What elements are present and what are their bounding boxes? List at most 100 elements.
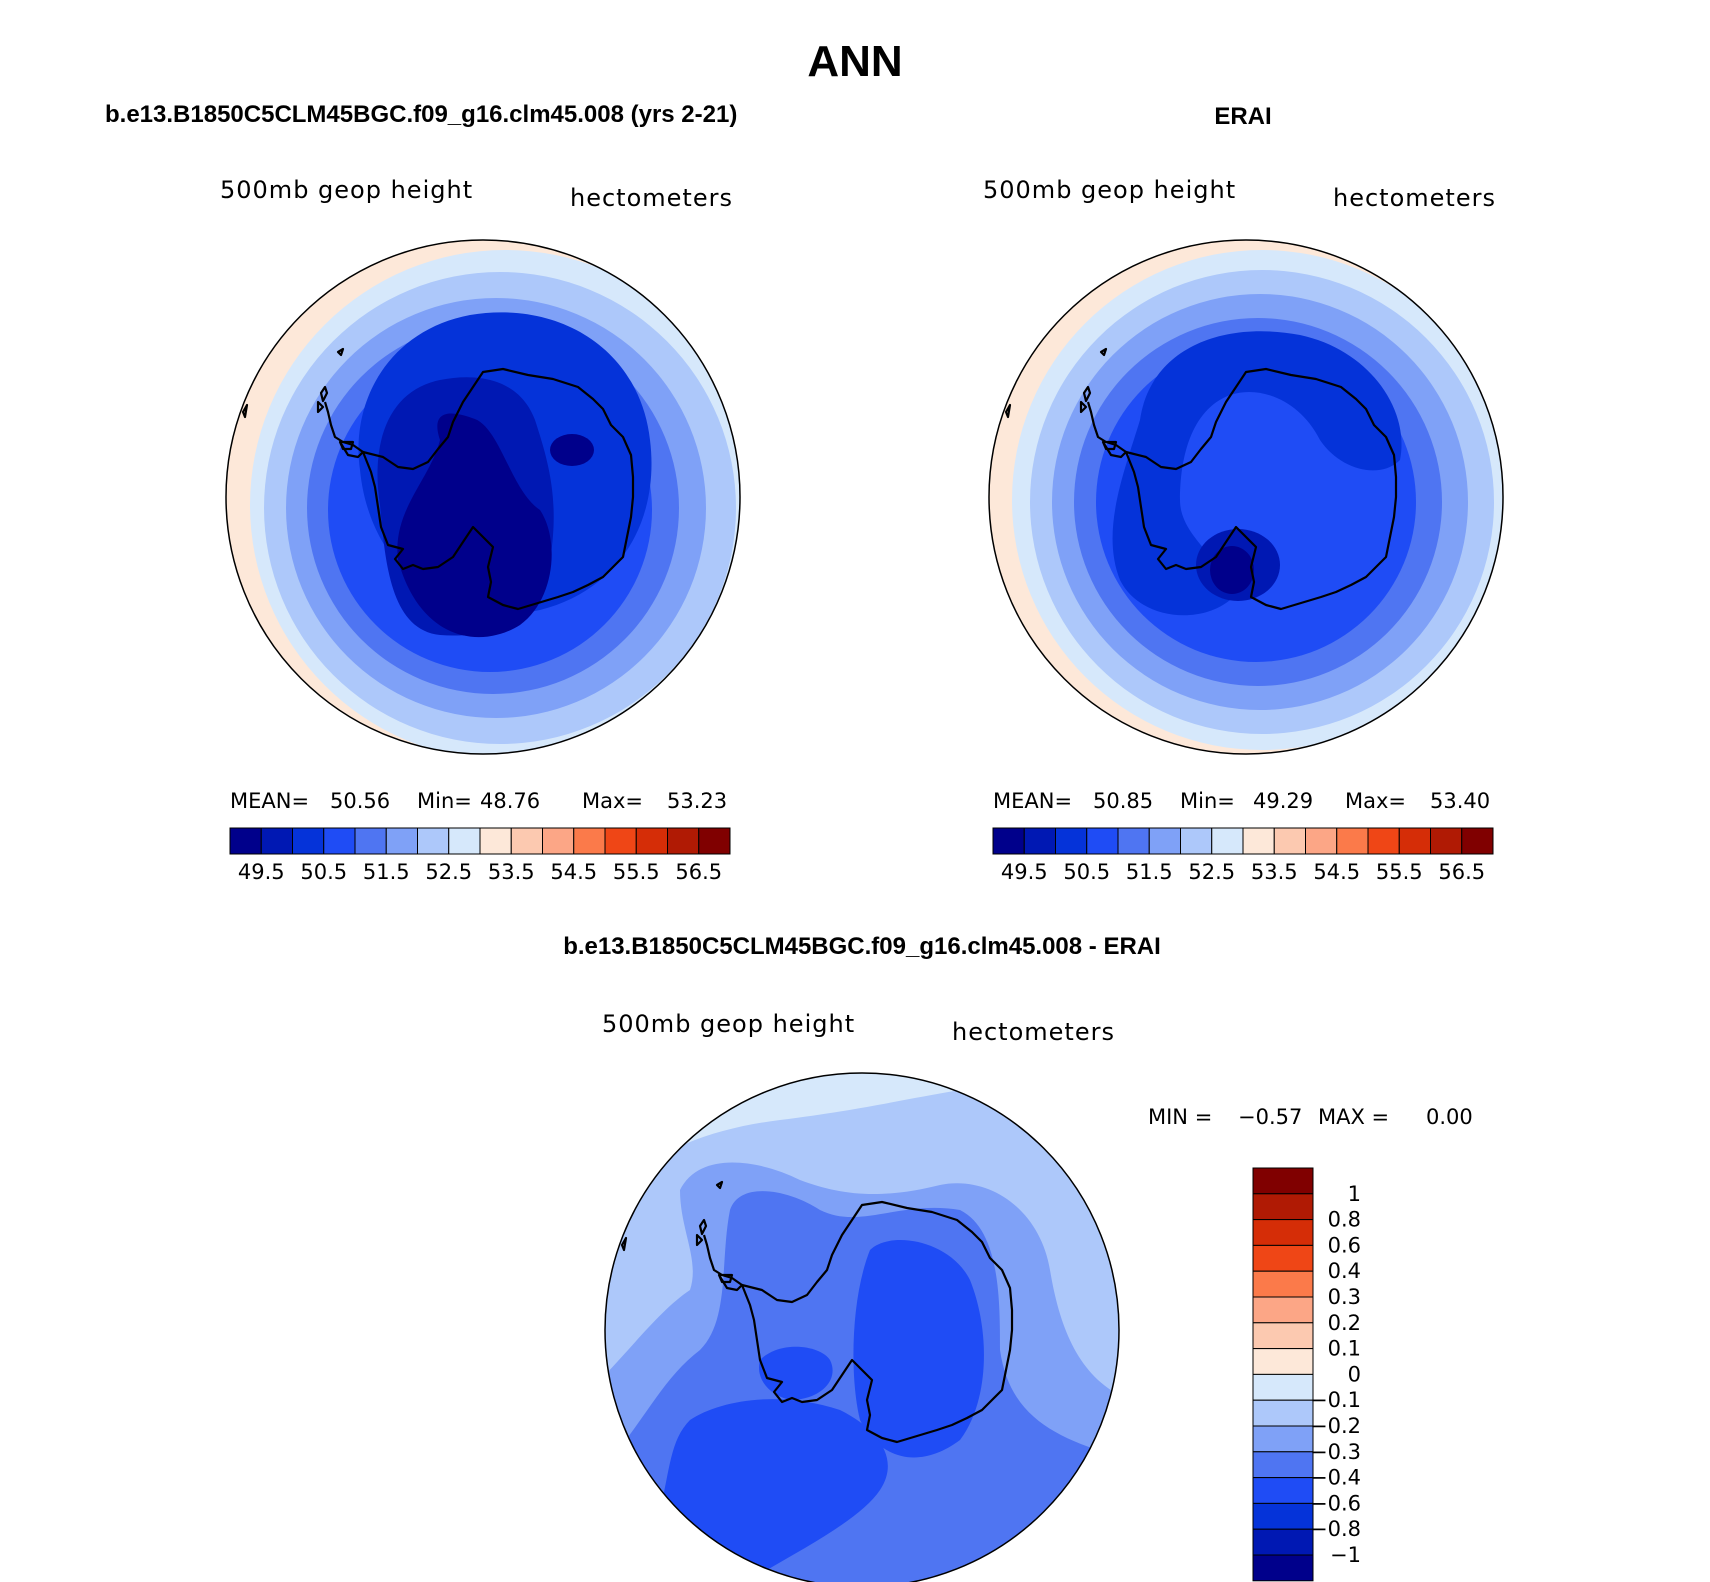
colorbar-swatch (417, 827, 450, 855)
colorbar-swatch (1252, 1270, 1314, 1298)
contour-band (1112, 331, 1402, 616)
colorbar-swatch (1148, 827, 1181, 855)
colorbar-tick-label: 0.2 (1328, 1311, 1361, 1335)
colorbar-swatch (667, 827, 700, 855)
colorbar-swatch (1252, 1554, 1314, 1582)
colorbar-swatch (1461, 827, 1494, 855)
diff-max-label: MAX = (1318, 1105, 1389, 1129)
colorbar-swatch (604, 827, 637, 855)
colorbar-swatch (1273, 827, 1306, 855)
colorbar-swatch (1211, 827, 1244, 855)
colorbar-swatch (1367, 827, 1400, 855)
colorbar-swatch (479, 827, 512, 855)
panel-title: b.e13.B1850C5CLM45BGC.f09_g16.clm45.008 … (563, 933, 1161, 960)
stat-min-label: Min= (1180, 789, 1235, 813)
colorbar-swatch (229, 827, 262, 855)
colorbar-tick-label: 56.5 (1438, 860, 1485, 884)
stat-mean-label: MEAN= (230, 789, 309, 813)
colorbar-model: 49.5 50.5 51.5 52.5 53.5 54.5 55.5 56.5 (229, 827, 731, 884)
colorbar-tick-label: 54.5 (1313, 860, 1360, 884)
colorbar-swatch (542, 827, 575, 855)
colorbar-swatch (1252, 1451, 1314, 1479)
polar-map (605, 1073, 1119, 1582)
colorbar-swatch (385, 827, 418, 855)
colorbar-swatch (1252, 1296, 1314, 1324)
colorbar-tick-label: 55.5 (613, 860, 660, 884)
panel-obs: ERAI 500mb geop height hectometers MEAN=… (983, 103, 1504, 884)
colorbar-swatch (1430, 827, 1463, 855)
colorbar-tick-label: 52.5 (1188, 860, 1235, 884)
colorbar-tick-label: 0.8 (1328, 1208, 1361, 1232)
stat-max-value: 53.40 (1430, 789, 1490, 813)
colorbar-tick-label: 49.5 (238, 860, 285, 884)
colorbar-swatch (1252, 1167, 1314, 1195)
figure-title: ANN (807, 37, 902, 86)
colorbar-swatch (260, 827, 293, 855)
colorbar-swatch (1252, 1477, 1314, 1504)
colorbar-swatch (1398, 827, 1431, 855)
colorbar-tick-label: −0.2 (1310, 1414, 1361, 1438)
stat-max-label: Max= (582, 789, 643, 813)
contour-band (658, 1399, 888, 1582)
colorbar-swatch (992, 827, 1025, 855)
colorbar-difference: 10.80.60.40.30.20.10−0.1−0.2−0.3−0.4−0.6… (1252, 1167, 1361, 1582)
colorbar-swatch (1252, 1373, 1314, 1401)
colorbar-swatch (698, 827, 731, 855)
colorbar-swatch (573, 827, 606, 855)
colorbar-tick-label: 0.3 (1328, 1285, 1361, 1309)
variable-label: 500mb geop height (220, 176, 473, 204)
colorbar-swatch (323, 827, 356, 855)
panel-title: b.e13.B1850C5CLM45BGC.f09_g16.clm45.008 … (105, 101, 737, 128)
colorbar-swatch (1305, 827, 1338, 855)
colorbar-tick-label: 0.1 (1328, 1337, 1361, 1361)
panel-title: ERAI (1214, 103, 1271, 130)
stat-min-value: 49.29 (1253, 789, 1313, 813)
colorbar-tick-label: 0.6 (1328, 1233, 1361, 1257)
stat-min-value: 48.76 (480, 789, 540, 813)
colorbar-tick-label: 52.5 (425, 860, 472, 884)
units-label: hectometers (570, 184, 733, 212)
colorbar-swatch (1336, 827, 1369, 855)
colorbar-tick-label: 51.5 (1126, 860, 1173, 884)
contour-band (853, 1240, 984, 1458)
stat-min-label: Min= (417, 789, 472, 813)
colorbar-swatch (1180, 827, 1213, 855)
diff-min-label: MIN = (1148, 1105, 1212, 1129)
polar-map (226, 240, 740, 754)
colorbar-tick-label: 54.5 (550, 860, 597, 884)
colorbar-tick-label: 53.5 (1251, 860, 1298, 884)
colorbar-tick-label: −0.3 (1310, 1440, 1361, 1464)
contour-band (397, 413, 552, 638)
colorbar-tick-label: 53.5 (488, 860, 535, 884)
colorbar-swatch (1086, 827, 1119, 855)
colorbar-swatch (1252, 1528, 1314, 1556)
colorbar-swatch (1252, 1348, 1314, 1375)
colorbar-tick-label: 55.5 (1376, 860, 1423, 884)
colorbar-swatch (1252, 1322, 1314, 1350)
colorbar-swatch (1242, 827, 1275, 855)
colorbar-tick-label: 1 (1348, 1182, 1361, 1206)
colorbar-tick-label: −0.6 (1310, 1491, 1361, 1515)
stat-max-label: Max= (1345, 789, 1406, 813)
colorbar-swatch (354, 827, 387, 855)
colorbar-tick-label: −1 (1330, 1543, 1361, 1567)
colorbar-swatch (1023, 827, 1056, 855)
map-boundary (225, 239, 741, 755)
colorbar-swatch (1252, 1193, 1314, 1221)
diff-max-value: 0.00 (1426, 1105, 1473, 1129)
panel-difference: b.e13.B1850C5CLM45BGC.f09_g16.clm45.008 … (563, 933, 1473, 1582)
colorbar-swatch (1252, 1219, 1314, 1246)
contour-band (1210, 546, 1254, 594)
stat-mean-value: 50.56 (330, 789, 390, 813)
colorbar-swatch (1117, 827, 1150, 855)
stat-mean-label: MEAN= (993, 789, 1072, 813)
colorbar-swatch (510, 827, 543, 855)
units-label: hectometers (1333, 184, 1496, 212)
colorbar-obs: 49.5 50.5 51.5 52.5 53.5 54.5 55.5 56.5 (992, 827, 1494, 884)
colorbar-swatch (635, 827, 668, 855)
panel-model: b.e13.B1850C5CLM45BGC.f09_g16.clm45.008 … (105, 101, 741, 884)
colorbar-swatch (1252, 1425, 1314, 1453)
colorbar-swatch (1055, 827, 1088, 855)
stat-max-value: 53.23 (667, 789, 727, 813)
